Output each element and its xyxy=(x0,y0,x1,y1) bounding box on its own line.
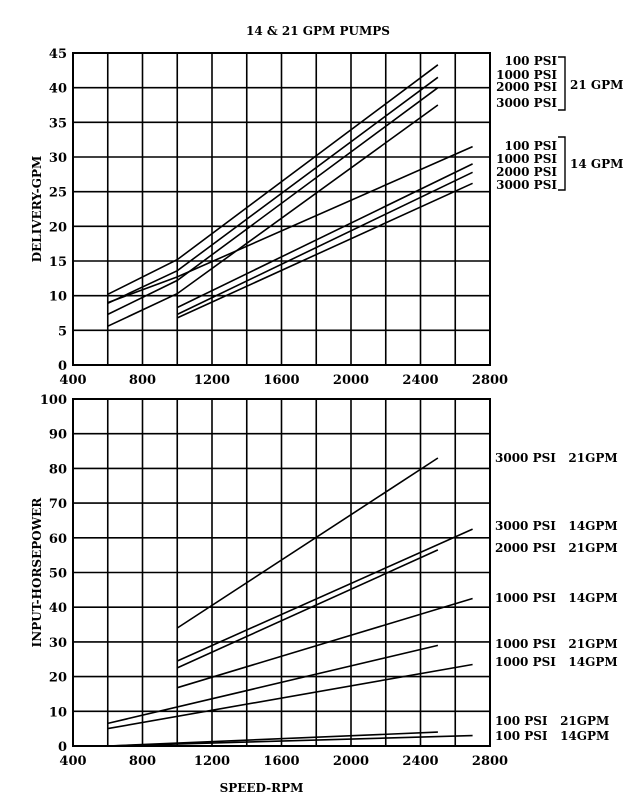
y-tick-label: 50 xyxy=(49,567,67,582)
plot-frame xyxy=(72,398,491,747)
x-tick-label: 2000 xyxy=(333,754,369,769)
y-tick-label: 30 xyxy=(49,151,67,166)
series-line xyxy=(107,644,439,725)
series-line xyxy=(177,597,473,689)
pressure-label: 1000 PSI xyxy=(496,152,557,166)
pressure-label: 3000 PSI xyxy=(496,178,557,192)
y-tick-label: 70 xyxy=(49,497,67,512)
x-tick-label: 400 xyxy=(59,373,86,388)
x-axis-label: SPEED-RPM xyxy=(220,781,304,795)
pressure-label: 100 PSI xyxy=(504,54,557,68)
x-tick-label: 2800 xyxy=(472,754,508,769)
series-line xyxy=(107,64,439,296)
y-axis-label: DELIVERY-GPM xyxy=(30,156,44,263)
series-label: 2000 PSI 21GPM xyxy=(495,541,618,555)
series-line xyxy=(176,171,473,316)
y-tick-label: 0 xyxy=(58,740,67,755)
pressure-label: 1000 PSI xyxy=(496,68,557,82)
series-label: 3000 PSI 14GPM xyxy=(495,519,618,533)
x-tick-label: 800 xyxy=(129,373,156,388)
y-tick-label: 25 xyxy=(49,186,67,201)
y-tick-label: 20 xyxy=(49,220,67,235)
series-line xyxy=(107,87,439,316)
y-tick-label: 35 xyxy=(49,116,67,131)
x-tick-label: 1200 xyxy=(194,373,230,388)
x-tick-label: 2800 xyxy=(472,373,508,388)
series-label: 100 PSI 21GPM xyxy=(495,714,609,728)
y-tick-label: 80 xyxy=(49,462,67,477)
series-line xyxy=(176,528,473,662)
y-tick-label: 40 xyxy=(49,82,67,97)
series-line xyxy=(176,163,473,309)
series-label: 1000 PSI 14GPM xyxy=(495,591,618,605)
group-bracket xyxy=(558,136,566,191)
pressure-label: 2000 PSI xyxy=(496,165,557,179)
x-tick-label: 1600 xyxy=(263,373,299,388)
pump-group-label: 14 GPM xyxy=(570,157,623,171)
group-bracket xyxy=(558,56,566,111)
x-tick-label: 2400 xyxy=(402,373,438,388)
series-line xyxy=(176,457,439,629)
pressure-label: 3000 PSI xyxy=(496,96,557,110)
y-tick-label: 15 xyxy=(49,255,67,270)
series-label: 3000 PSI 21GPM xyxy=(495,451,618,465)
y-tick-label: 20 xyxy=(49,671,67,686)
delivery-plot: 400 800 1200 1600 2000 2400 2800 0 5 10 15 20 25 30 35… xyxy=(30,47,623,388)
series-label: 100 PSI 14GPM xyxy=(495,729,609,743)
pressure-label: 100 PSI xyxy=(504,139,557,153)
y-tick-label: 60 xyxy=(49,532,67,547)
x-tick-label: 400 xyxy=(59,754,86,769)
y-tick-label: 90 xyxy=(49,428,67,443)
pressure-label: 2000 PSI xyxy=(496,80,557,94)
y-tick-label: 10 xyxy=(49,705,67,720)
x-tick-label: 1200 xyxy=(194,754,230,769)
horsepower-plot: 400 800 1200 1600 2000 2400 2800 0 10 20 30 40 50 60 7… xyxy=(30,393,618,795)
series-label: 1000 PSI 14GPM xyxy=(495,655,618,669)
series-line xyxy=(176,182,473,319)
series-line xyxy=(107,734,473,747)
series-label: 1000 PSI 21GPM xyxy=(495,637,618,651)
y-tick-label: 30 xyxy=(49,636,67,651)
y-tick-label: 10 xyxy=(49,290,67,305)
y-tick-label: 5 xyxy=(58,324,67,339)
y-tick-label: 45 xyxy=(49,47,67,62)
series-line xyxy=(107,76,439,305)
plot-frame xyxy=(72,52,491,366)
series-line xyxy=(107,104,439,327)
x-tick-label: 800 xyxy=(129,754,156,769)
series-line xyxy=(107,145,473,304)
y-tick-label: 0 xyxy=(58,359,67,374)
x-tick-label: 1600 xyxy=(263,754,299,769)
x-tick-label: 2000 xyxy=(333,373,369,388)
series-line xyxy=(107,663,473,730)
y-tick-label: 40 xyxy=(49,601,67,616)
y-tick-label: 100 xyxy=(40,393,67,408)
series-line xyxy=(176,549,439,669)
x-tick-label: 2400 xyxy=(402,754,438,769)
pump-group-label: 21 GPM xyxy=(570,78,623,92)
y-axis-label: INPUT-HORSEPOWER xyxy=(30,497,44,648)
chart-title: 14 & 21 GPM PUMPS xyxy=(246,24,390,38)
